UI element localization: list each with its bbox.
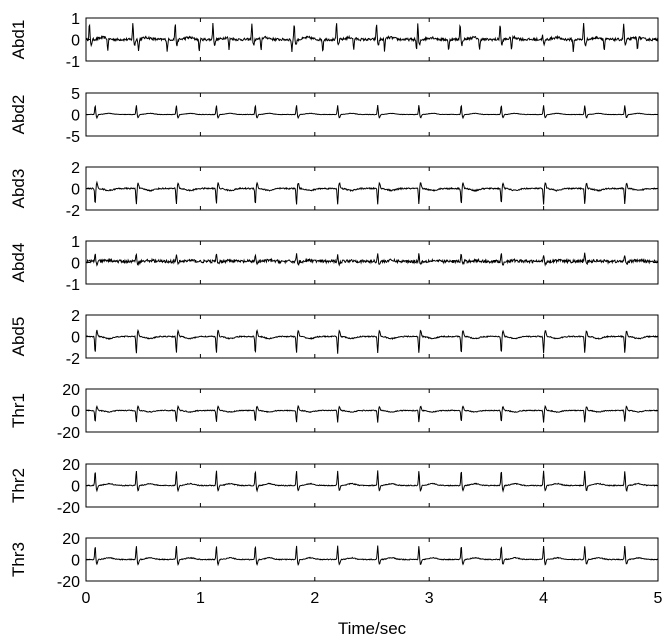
panel-abd4: -1 0 1 Abd4	[9, 234, 659, 294]
y-tick-label: 2	[71, 160, 80, 177]
y-tick-label: -1	[66, 54, 80, 71]
y-tick-label: 0	[71, 33, 80, 50]
y-tick-label: 2	[71, 308, 80, 325]
panel-thr2: -20 0 20 Thr2	[9, 457, 659, 517]
y-tick-label: -20	[57, 574, 80, 591]
y-tick-label: 20	[62, 531, 80, 548]
y-tick-label: 0	[71, 330, 80, 347]
x-tick-label: 4	[539, 590, 548, 607]
y-tick-label: 0	[71, 108, 80, 125]
y-tick-label: 5	[71, 86, 80, 103]
signal-trace-abd1	[85, 22, 659, 53]
y-tick-label: -20	[57, 425, 80, 442]
x-axis: 0 1 2 3 4 5	[82, 590, 663, 607]
y-tick-label: 1	[71, 11, 80, 28]
x-axis-label: Time/sec	[338, 619, 407, 638]
y-tick-label: 0	[71, 479, 80, 496]
channel-label-thr2: Thr2	[9, 468, 28, 503]
x-tick-label: 2	[310, 590, 319, 607]
y-tick-label: -5	[66, 129, 80, 146]
channel-label-abd2: Abd2	[9, 95, 28, 135]
panel-thr1: -20 0 20 Thr1	[9, 382, 659, 442]
channel-label-thr1: Thr1	[9, 393, 28, 428]
y-tick-label: 1	[71, 234, 80, 251]
panel-abd5: -2 0 2 Abd5	[9, 308, 659, 368]
signal-trace-thr1	[85, 404, 659, 423]
panels: -101Abd1-505Abd2-202Abd3-101Abd4-202Abd5…	[9, 11, 659, 591]
panel-abd3: -2 0 2 Abd3	[9, 160, 659, 220]
y-tick-label: -20	[57, 500, 80, 517]
signal-trace-thr2	[85, 470, 659, 493]
x-tick-label: 5	[654, 590, 663, 607]
y-tick-label: 20	[62, 382, 80, 399]
signal-trace-abd3	[85, 180, 659, 205]
panel-abd2: -5 0 5 Abd2	[9, 86, 659, 146]
x-tick-label: 1	[196, 590, 205, 607]
signal-trace-abd5	[85, 328, 659, 354]
y-tick-label: 20	[62, 457, 80, 474]
panel-abd1: -1 0 1 Abd1	[9, 11, 659, 71]
y-tick-label: -1	[66, 277, 80, 294]
channel-label-thr3: Thr3	[9, 542, 28, 577]
signal-trace-abd2	[85, 104, 659, 120]
y-tick-label: 0	[71, 182, 80, 199]
channel-label-abd4: Abd4	[9, 243, 28, 283]
y-tick-label: 0	[71, 553, 80, 570]
y-tick-label: 0	[71, 256, 80, 273]
signal-trace-thr3	[85, 545, 659, 567]
panel-thr3: -20 0 20 Thr3	[9, 531, 659, 591]
y-tick-label: -2	[66, 203, 80, 220]
x-tick-label: 0	[82, 590, 91, 607]
signal-trace-abd4	[85, 252, 659, 267]
channel-label-abd5: Abd5	[9, 317, 28, 357]
y-tick-label: -2	[66, 351, 80, 368]
x-tick-label: 3	[425, 590, 434, 607]
y-tick-label: 0	[71, 404, 80, 421]
channel-label-abd3: Abd3	[9, 169, 28, 209]
channel-label-abd1: Abd1	[9, 20, 28, 60]
